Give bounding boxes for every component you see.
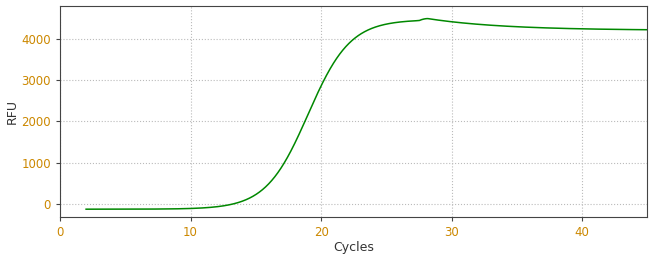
Y-axis label: RFU: RFU xyxy=(6,99,18,124)
X-axis label: Cycles: Cycles xyxy=(333,242,374,255)
